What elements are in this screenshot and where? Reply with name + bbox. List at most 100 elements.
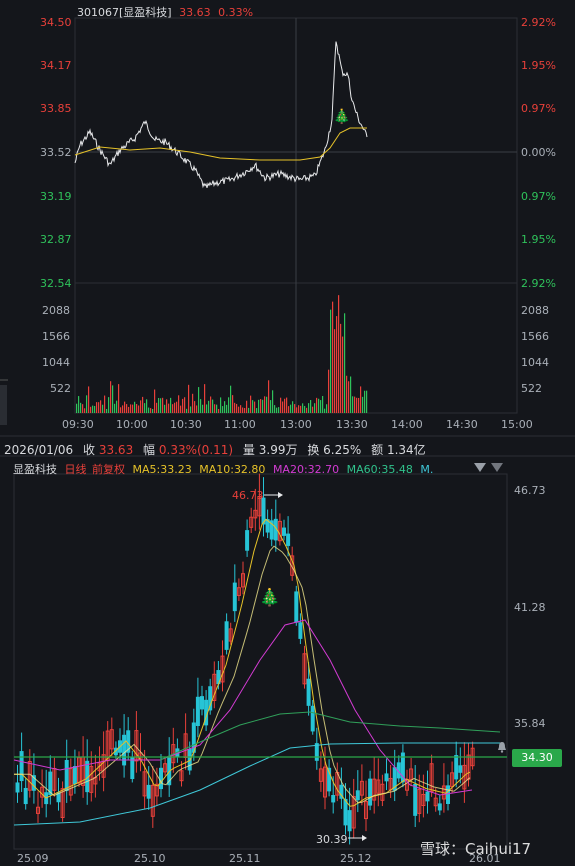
volume-bar — [104, 395, 106, 413]
kline-candle — [355, 790, 360, 801]
vol-tick-right-2: 1044 — [521, 356, 549, 369]
kline-candle — [347, 810, 352, 832]
volume-bar — [92, 405, 94, 413]
kline-candle — [261, 497, 266, 525]
volume-bar — [328, 369, 330, 413]
kline-candle — [245, 530, 250, 551]
volume-bar — [244, 408, 246, 413]
ma20-line — [13, 619, 473, 796]
kline-candle — [376, 779, 381, 794]
volume-bar — [262, 399, 264, 413]
volume-bar — [336, 316, 338, 413]
volume-bar — [316, 397, 318, 413]
volume-bar — [186, 408, 188, 413]
volume-bar — [296, 407, 298, 413]
volume-bar — [298, 405, 300, 413]
watermark: 雪球：Caihui17 — [420, 840, 532, 858]
y-right-0: 2.92% — [521, 16, 556, 29]
volume-bar — [180, 405, 182, 413]
kline-candle — [150, 784, 155, 817]
volume-bar — [204, 384, 206, 413]
kline-candle — [208, 686, 213, 711]
kline-candle — [23, 787, 28, 805]
kline-candle — [212, 673, 217, 702]
period-selector[interactable]: 日线 — [64, 463, 87, 476]
volume-bar — [366, 390, 368, 413]
volume-bar — [182, 398, 184, 413]
kline-y-2: 35.84 — [514, 717, 546, 730]
ma60-line — [159, 711, 501, 761]
volume-bar — [94, 405, 96, 413]
volume-bar — [362, 396, 364, 413]
intraday-avg-line — [74, 127, 367, 161]
volume-bar — [332, 301, 334, 413]
kline-candle — [318, 768, 323, 782]
kline-x-3: 25.12 — [340, 852, 372, 865]
volume-bar — [210, 396, 212, 413]
kline-candle — [241, 573, 245, 588]
kline-candle — [146, 784, 151, 799]
volume-bar — [230, 385, 232, 413]
info-amp: 0.33%(0.11) — [158, 443, 234, 457]
volume-bar — [272, 390, 274, 413]
kline-candle — [72, 766, 77, 785]
volume-bar — [294, 404, 296, 413]
kline-candle — [159, 767, 163, 790]
kline-candle — [179, 770, 184, 782]
volume-bar — [226, 404, 228, 413]
kline-candle — [294, 591, 299, 623]
y-left-3: 33.52 — [40, 146, 72, 159]
y-left-1: 34.17 — [40, 59, 72, 72]
kline-candle — [458, 765, 463, 773]
volume-bar — [130, 404, 132, 413]
vol-tick-right-0: 2088 — [521, 304, 549, 317]
kline-x-1: 25.10 — [134, 852, 166, 865]
high-marker-arrow — [278, 492, 283, 498]
time-tick-0930: 09:30 — [62, 418, 94, 431]
bell-icon[interactable] — [497, 741, 507, 753]
kline-candle — [236, 587, 241, 596]
volume-bar — [234, 402, 236, 413]
volume-bar — [322, 395, 324, 413]
kline-candle — [417, 788, 422, 814]
kline-candle — [343, 798, 348, 826]
volume-bar — [310, 400, 312, 413]
vol-tick-right-3: 522 — [521, 382, 542, 395]
volume-bar — [240, 405, 242, 413]
volume-bar — [312, 406, 314, 413]
volume-bar — [232, 395, 234, 413]
volume-bar — [108, 397, 110, 413]
kline-candle — [437, 803, 442, 811]
kline-candle — [286, 533, 291, 546]
info-vol-label: 量 — [242, 443, 255, 457]
ma10-line — [14, 545, 471, 804]
volume-bar — [132, 404, 134, 413]
volume-bar — [82, 404, 84, 413]
vol-tick-right-1: 1566 — [521, 330, 549, 343]
kline-candle — [421, 793, 426, 806]
volume-bar — [348, 381, 350, 413]
info-bar: 2026/01/06 收 33.63 幅 0.33%(0.11) 量 3.99万… — [4, 441, 426, 458]
volume-bar — [88, 386, 90, 413]
volume-bar — [202, 404, 204, 413]
low-label: 30.39 — [316, 833, 348, 846]
volume-bar — [168, 403, 170, 413]
volume-bar — [148, 407, 150, 413]
kline-candle — [429, 763, 434, 792]
volume-bar — [222, 406, 224, 413]
volume-bar — [124, 401, 126, 413]
adjust-selector[interactable]: 前复权 — [92, 463, 125, 476]
volume-bar — [194, 401, 196, 413]
volume-bar — [134, 401, 136, 413]
volume-bar — [292, 401, 294, 413]
volume-bar — [342, 336, 344, 413]
kline-candle — [409, 768, 414, 781]
volume-bar — [128, 406, 130, 413]
volume-bar — [112, 385, 114, 413]
christmas-tree-icon: 🎄 — [333, 109, 351, 125]
volume-bar — [192, 393, 194, 413]
volume-bar — [76, 403, 78, 413]
kline-candle — [60, 788, 65, 818]
